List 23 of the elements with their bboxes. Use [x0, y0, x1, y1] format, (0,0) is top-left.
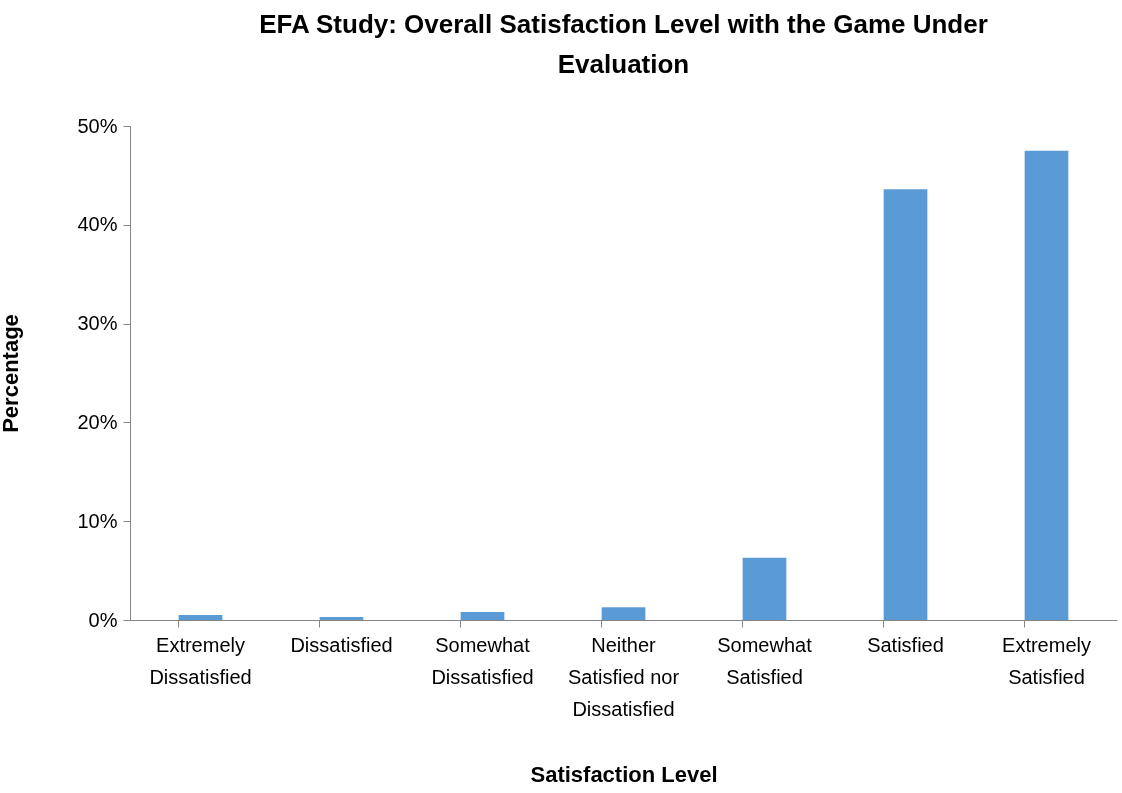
x-tick-label: Neither Satisfied nor Dissatisfied: [567, 633, 680, 720]
chart-title: EFA Study: Overall Satisfaction Level with the Game Under Evaluation: [259, 9, 988, 79]
bar: [319, 617, 364, 620]
x-tick-label: Satisfied: [867, 633, 944, 656]
y-tick-label: 20%: [77, 410, 118, 433]
y-tick-label: 40%: [77, 213, 118, 236]
bar: [601, 607, 646, 620]
x-axis-title: Satisfaction Level: [530, 761, 718, 787]
x-tick-label: Somewhat Satisfied: [717, 633, 813, 688]
x-tick-label: Extremely Satisfied: [1002, 633, 1091, 688]
y-tick-label: 10%: [77, 509, 118, 532]
y-tick-label: 50%: [77, 114, 118, 137]
bar: [460, 612, 505, 620]
bar: [1024, 150, 1069, 620]
y-tick-label: 0%: [88, 608, 118, 631]
bar: [883, 189, 928, 620]
x-tick-label: Dissatisfied: [290, 633, 393, 656]
x-tick-label: Extremely Dissatisfied: [149, 633, 252, 688]
bar: [178, 615, 223, 620]
bar: [742, 557, 787, 620]
y-axis-title: Percentage: [0, 314, 23, 433]
x-tick-label: Somewhat Dissatisfied: [431, 633, 534, 688]
y-tick-label: 30%: [77, 312, 118, 335]
